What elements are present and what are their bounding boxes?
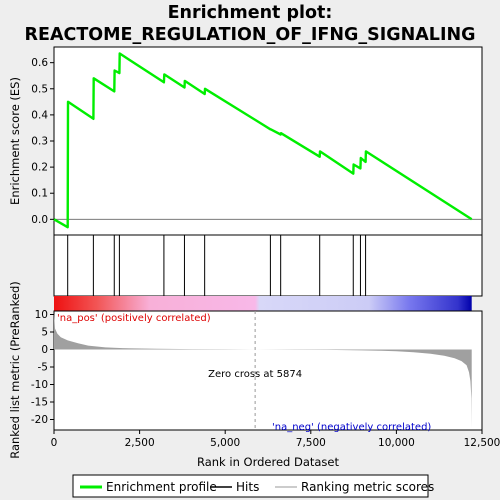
positive-correlation-label: 'na_pos' (positively correlated) [57,313,211,324]
es-y-axis-label: Enrichment score (ES) [8,77,22,205]
es-y-tick-label: 0.2 [31,162,48,174]
es-panel [53,46,483,236]
x-tick-label: 2,500 [125,437,155,449]
metric-y-axis-label: Ranked list metric (PreRanked) [8,281,22,459]
ranking-color-bar [54,296,472,311]
metric-y-tick-label: -20 [31,414,48,426]
x-axis-label: Rank in Ordered Dataset [197,455,340,469]
metric-y-tick-label: -10 [31,379,48,391]
es-y-tick-label: 0.3 [31,136,48,148]
zero-cross-label: Zero cross at 5874 [208,369,302,380]
x-tick-label: 7,500 [296,437,326,449]
es-y-tick-label: 0.5 [31,83,48,95]
legend-box [72,474,429,498]
chart-title-line2: REACTOME_REGULATION_OF_IFNG_SIGNALING [25,25,476,45]
x-tick-label: 0 [51,437,58,449]
legend-label: Hits [236,480,259,494]
metric-y-tick-label: 5 [41,327,48,339]
metric-y-tick-label: -5 [38,362,48,374]
es-y-tick-label: 0.0 [31,214,48,226]
es-y-tick-label: 0.1 [31,188,48,200]
hits-panel [53,234,483,297]
enrichment-profile-line [53,52,473,229]
es-y-tick-label: 0.4 [31,109,48,121]
es-y-tick-label: 0.6 [31,57,48,69]
metric-y-tick-label: 0 [41,344,48,356]
legend-label: Ranking metric scores [301,480,434,494]
x-tick-label: 10,000 [378,437,415,449]
metric-y-tick-label: 10 [35,309,48,321]
chart-title-line1: Enrichment plot: [168,3,333,23]
x-tick-label: 5,000 [210,437,240,449]
x-tick-label: 12,500 [464,437,500,449]
legend-label: Enrichment profile [106,480,217,494]
metric-y-tick-label: -15 [31,397,48,409]
metric-panel [53,310,483,431]
negative-correlation-label: 'na_neg' (negatively correlated) [272,422,431,433]
